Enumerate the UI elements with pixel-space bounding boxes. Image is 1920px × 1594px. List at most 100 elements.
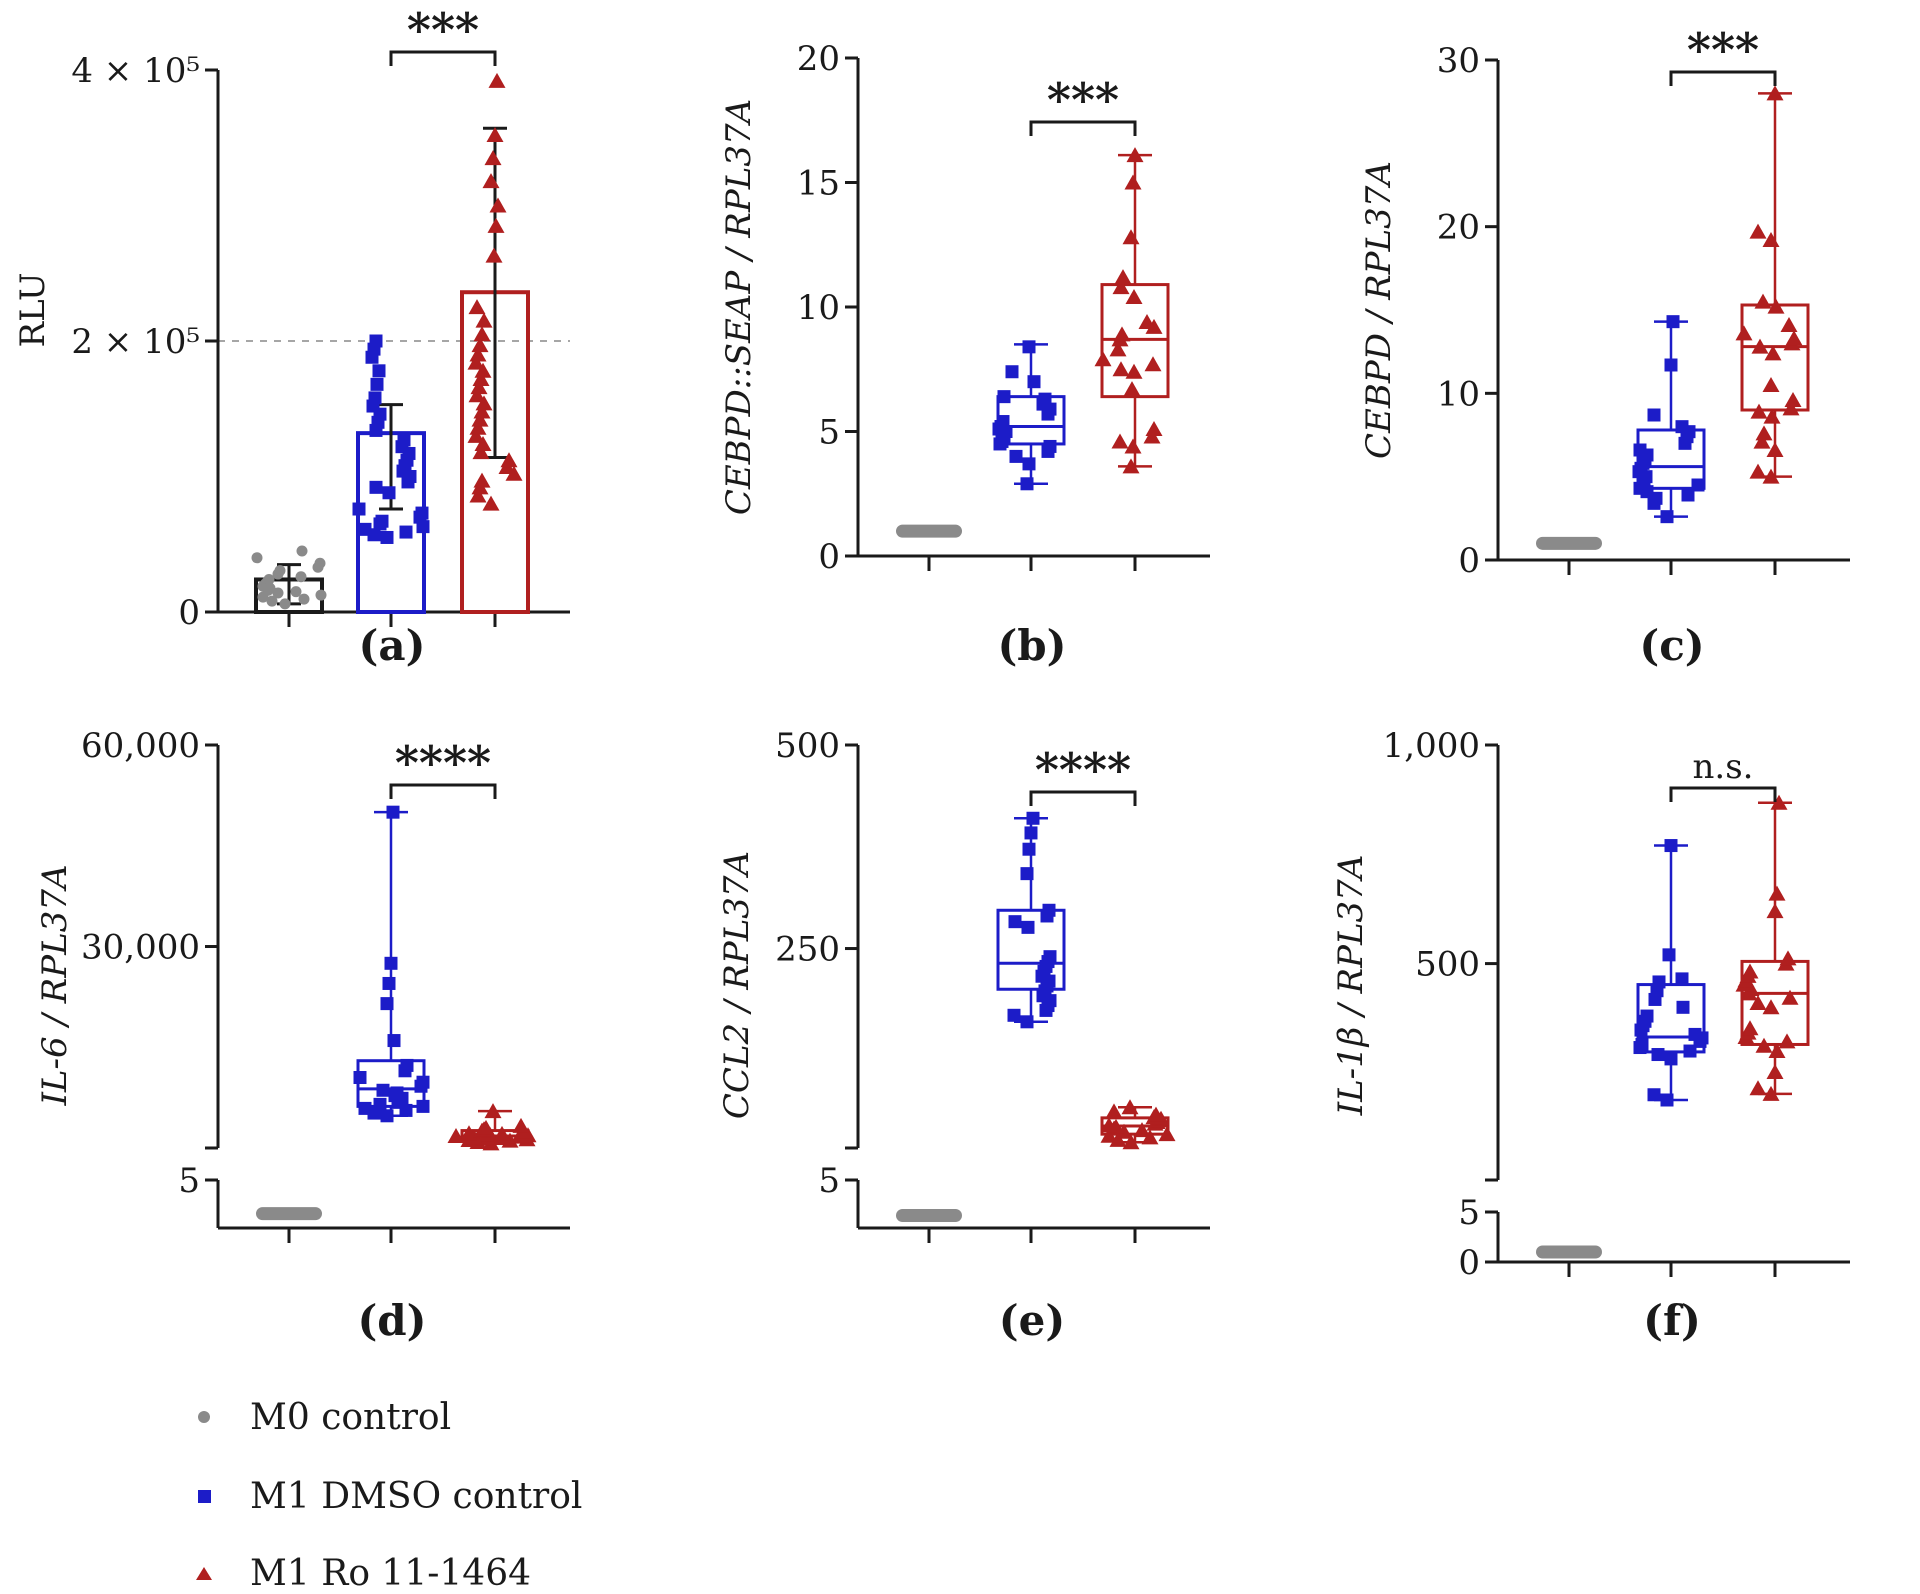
m0-cluster	[256, 1207, 322, 1221]
data-point	[1762, 377, 1780, 392]
data-point	[358, 1101, 372, 1115]
m1-dmso-square-icon	[197, 1489, 211, 1503]
y-tick-label: 1,000	[1383, 726, 1480, 766]
points-triangle	[1094, 147, 1163, 474]
data-point	[1660, 510, 1674, 524]
data-point	[358, 522, 372, 536]
data-point	[1100, 1117, 1118, 1133]
data-point	[1114, 269, 1132, 285]
data-point	[1762, 1085, 1780, 1101]
y-tick-label: 20	[1437, 208, 1480, 248]
data-point	[416, 1099, 430, 1113]
data-point	[384, 956, 398, 970]
data-point	[1749, 463, 1767, 479]
data-point	[997, 390, 1011, 404]
data-point	[382, 486, 396, 500]
data-point	[1779, 950, 1797, 966]
data-point	[1121, 1099, 1139, 1115]
data-point	[1112, 361, 1130, 377]
data-point	[1762, 468, 1780, 484]
data-point	[996, 415, 1010, 429]
panel-e: 5 250 500 CCL2 / RPL37A **** (e)	[717, 726, 1210, 1345]
data-point	[1126, 147, 1144, 163]
data-point	[493, 1125, 511, 1141]
points-square	[353, 805, 430, 1123]
data-point	[1020, 867, 1034, 881]
data-point	[1145, 421, 1163, 437]
data-point	[468, 387, 486, 403]
y-tick-label: 2 × 10⁵	[71, 322, 200, 362]
data-point	[1138, 313, 1156, 329]
panel-a: 0 2 × 10⁵ 4 × 10⁵ RLU *** (a)	[13, 3, 570, 670]
points-square	[1633, 839, 1709, 1107]
data-point	[1005, 365, 1019, 379]
data-point	[1664, 1052, 1678, 1066]
data-point	[1122, 458, 1140, 474]
data-point	[512, 1117, 530, 1133]
points-triangle	[467, 72, 523, 511]
data-point	[1688, 1027, 1702, 1041]
legend-item-m0: M0 control	[190, 1397, 451, 1438]
data-point	[1020, 1015, 1034, 1029]
data-point	[386, 805, 400, 819]
data-point	[1043, 439, 1057, 453]
data-point	[472, 444, 490, 460]
data-point	[1158, 1126, 1176, 1142]
data-point	[353, 1071, 367, 1085]
data-point	[368, 391, 382, 405]
box	[996, 908, 1066, 991]
data-point	[447, 1127, 465, 1143]
data-point	[470, 379, 488, 395]
data-point	[469, 487, 487, 503]
data-point	[1651, 1048, 1665, 1062]
y-tick-label: 5	[178, 1161, 200, 1201]
m0-cluster	[1536, 1245, 1602, 1259]
data-point	[1766, 85, 1784, 101]
y-tick-label: 30,000	[81, 928, 200, 968]
data-point	[314, 557, 326, 569]
data-point	[1762, 999, 1780, 1015]
points-square	[352, 334, 430, 544]
data-point	[1022, 457, 1036, 471]
y-tick-label: 500	[1415, 945, 1480, 985]
points-triangle	[447, 1103, 537, 1151]
data-point	[290, 586, 302, 598]
data-point	[375, 514, 389, 528]
y-tick-label: 15	[797, 164, 840, 204]
data-point	[473, 326, 491, 342]
points-circle	[251, 545, 327, 610]
data-point	[298, 593, 310, 605]
data-point	[1027, 375, 1041, 389]
data-point	[1755, 425, 1773, 441]
data-point	[274, 565, 286, 577]
data-point	[1785, 330, 1803, 346]
data-point	[373, 1097, 387, 1111]
data-point	[482, 495, 500, 511]
data-point	[1662, 948, 1676, 962]
y-tick-label: 5	[818, 413, 840, 453]
data-point	[489, 197, 507, 213]
y-tick-label: 10	[1437, 374, 1480, 414]
data-point	[472, 370, 490, 386]
data-point	[1635, 1037, 1649, 1051]
data-point	[484, 1103, 502, 1119]
data-point	[295, 571, 307, 583]
points-square	[1007, 811, 1057, 1029]
data-point	[1763, 408, 1781, 424]
data-point	[380, 1109, 394, 1123]
data-point	[1113, 326, 1131, 342]
y-tick-label: 0	[178, 593, 200, 633]
legend-item-m1-dmso: M1 DMSO control	[190, 1476, 582, 1517]
data-point	[484, 150, 502, 166]
data-point	[487, 217, 505, 233]
data-point	[372, 364, 386, 378]
points-triangle	[1735, 85, 1803, 484]
significance-label: ***	[1687, 23, 1759, 77]
data-point	[1749, 223, 1767, 239]
y-tick-label: 5	[818, 1161, 840, 1201]
significance-bracket	[1029, 790, 1137, 806]
data-point	[1122, 1134, 1140, 1150]
y-tick-label: 4 × 10⁵	[71, 51, 200, 91]
data-point	[1664, 839, 1678, 853]
panel-letter: (b)	[997, 621, 1066, 670]
